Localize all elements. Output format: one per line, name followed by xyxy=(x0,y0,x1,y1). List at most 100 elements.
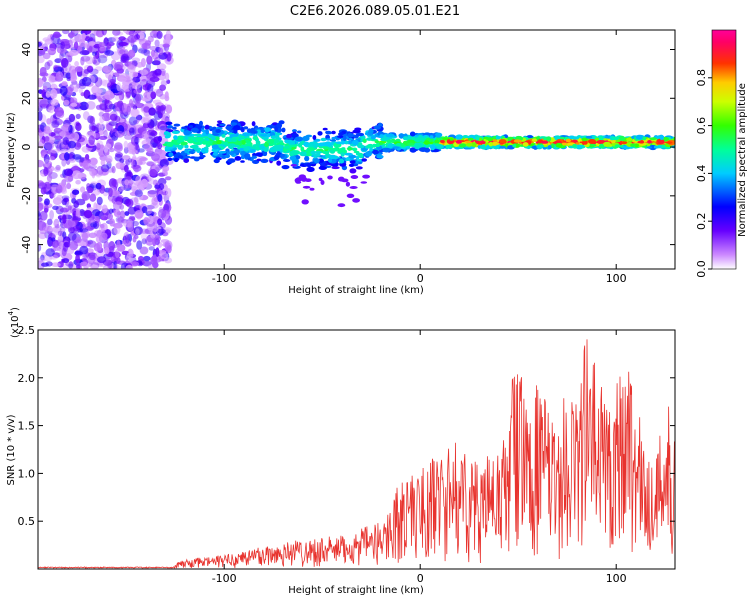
spectrogram-signal-cell xyxy=(346,157,351,161)
spectrogram-signal-cell xyxy=(341,178,349,183)
spectrogram-noise-cell xyxy=(109,79,116,83)
spectrogram-noise-cell xyxy=(63,119,72,125)
spectrogram-signal-cell xyxy=(243,146,250,152)
spectrogram-noise-cell xyxy=(38,79,45,85)
spectrogram-noise-cell xyxy=(98,97,103,103)
spectrogram-signal-cell xyxy=(355,152,361,156)
spectrogram-noise-cell xyxy=(38,111,43,122)
spectrogram-noise-cell xyxy=(45,91,51,98)
spectrogram-signal-cell xyxy=(172,126,177,130)
spectrogram-noise-cell xyxy=(42,226,51,232)
spectrogram-signal-cell xyxy=(241,140,246,145)
spectrogram-noise-cell xyxy=(128,250,133,257)
spectrogram-noise-cell xyxy=(63,168,73,176)
spectrogram-signal-cell xyxy=(599,143,604,149)
spectrogram-noise-cell xyxy=(148,107,156,116)
y-tick-label: 2.5 xyxy=(18,324,36,337)
spectrogram-signal-cell xyxy=(184,155,191,159)
spectrogram-noise-cell xyxy=(156,63,167,71)
spectrogram-signal-cell xyxy=(352,139,359,146)
spectrogram-noise-cell xyxy=(71,92,77,97)
spectrogram-noise-cell xyxy=(70,97,78,104)
spectrogram-noise-cell xyxy=(164,240,173,250)
spectrogram-signal-cell xyxy=(379,142,384,145)
spectrogram-noise-cell xyxy=(112,222,123,229)
spectrogram-signal-cell xyxy=(185,131,192,135)
spectrogram-noise-cell xyxy=(111,165,116,174)
spectrogram-noise-cell xyxy=(90,74,99,84)
spectrogram-signal-cell xyxy=(167,125,173,129)
spectrogram-noise-cell xyxy=(133,89,142,94)
spectrogram-noise-cell xyxy=(150,255,158,266)
spectrogram-signal-cell xyxy=(318,142,325,147)
spectrogram-noise-cell xyxy=(81,232,88,242)
spectrogram-noise-cell xyxy=(147,83,154,94)
spectrogram-noise-cell xyxy=(133,226,143,236)
spectrogram-signal-cell xyxy=(188,150,194,154)
spectrogram-noise-cell xyxy=(101,124,108,133)
spectrogram-noise-cell xyxy=(50,149,60,154)
spectrogram-noise-cell xyxy=(152,227,159,232)
spectrogram-noise-cell xyxy=(65,132,75,140)
spectrogram-noise-cell xyxy=(44,136,50,142)
spectrogram-noise-cell xyxy=(44,159,51,168)
spectrogram-signal-cell xyxy=(255,152,263,157)
spectrogram-signal-cell xyxy=(289,155,297,161)
spectrogram-noise-cell xyxy=(85,217,95,224)
spectrogram-signal-cell xyxy=(283,159,291,162)
spectrogram-noise-cell xyxy=(61,143,70,149)
spectrogram-signal-cell xyxy=(386,139,394,143)
spectrogram-noise-cell xyxy=(42,52,51,60)
spectrogram-noise-cell xyxy=(139,75,146,81)
x-tick-label: 100 xyxy=(606,272,627,285)
spectrogram-noise-cell xyxy=(154,68,162,76)
spectrogram-noise-cell xyxy=(122,155,131,161)
spectrogram-noise-cell xyxy=(61,195,70,200)
x-tick-label: 0 xyxy=(417,572,424,585)
spectrogram-noise-cell xyxy=(150,130,158,137)
spectrogram-signal-cell xyxy=(467,137,474,141)
spectrogram-noise-cell xyxy=(103,129,108,139)
spectrogram-noise-cell xyxy=(71,84,78,89)
spectrogram-signal-cell xyxy=(304,156,310,162)
spectrogram-signal-cell xyxy=(354,127,362,131)
spectrogram-noise-cell xyxy=(63,123,71,132)
spectrogram-noise-cell xyxy=(79,101,89,111)
spectrogram-noise-cell xyxy=(54,135,63,140)
spectrogram-signal-cell xyxy=(555,142,563,148)
spectrogram-noise-cell xyxy=(114,61,124,70)
spectrogram-noise-cell xyxy=(119,111,129,119)
spectrogram-noise-cell xyxy=(90,220,96,225)
spectrogram-noise-cell xyxy=(114,94,123,101)
spectrogram-noise-cell xyxy=(75,236,82,244)
spectrogram-noise-cell xyxy=(81,33,87,40)
spectrogram-signal-cell xyxy=(335,141,343,145)
spectrogram-noise-cell xyxy=(51,239,59,248)
spectrogram-signal-cell xyxy=(183,158,190,163)
spectrogram-signal-cell xyxy=(205,129,209,135)
spectrogram-noise-cell xyxy=(87,219,92,229)
spectrogram-noise-cell xyxy=(79,208,85,217)
spectrogram-signal-cell xyxy=(355,156,360,160)
spectrogram-noise-cell xyxy=(83,69,90,74)
spectrogram-noise-cell xyxy=(71,30,81,34)
spectrogram-signal-cell xyxy=(173,135,178,140)
spectrogram-signal-cell xyxy=(346,193,355,198)
spectrogram-signal-cell xyxy=(322,127,328,131)
spectrogram-noise-cell xyxy=(151,153,160,162)
spectrogram-noise-cell xyxy=(124,164,129,173)
spectrogram-signal-cell xyxy=(418,147,428,153)
spectrogram-signal-cell xyxy=(193,133,202,137)
spectrogram-signal-cell xyxy=(368,128,374,134)
spectrogram-noise-cell xyxy=(79,245,89,255)
spectrogram-noise-cell xyxy=(151,51,159,60)
spectrogram-signal-cell xyxy=(260,129,265,134)
colorbar-tick-label: 0.0 xyxy=(695,260,708,278)
spectrogram-signal-cell xyxy=(409,147,417,153)
spectrogram-noise-cell xyxy=(124,179,129,186)
spectrogram-signal-cell xyxy=(372,149,379,155)
spectrogram-noise-cell xyxy=(99,79,108,86)
spectrogram-signal-cell xyxy=(199,120,203,127)
spectrogram-noise-cell xyxy=(124,134,134,140)
spectrogram-noise-cell xyxy=(106,80,117,90)
